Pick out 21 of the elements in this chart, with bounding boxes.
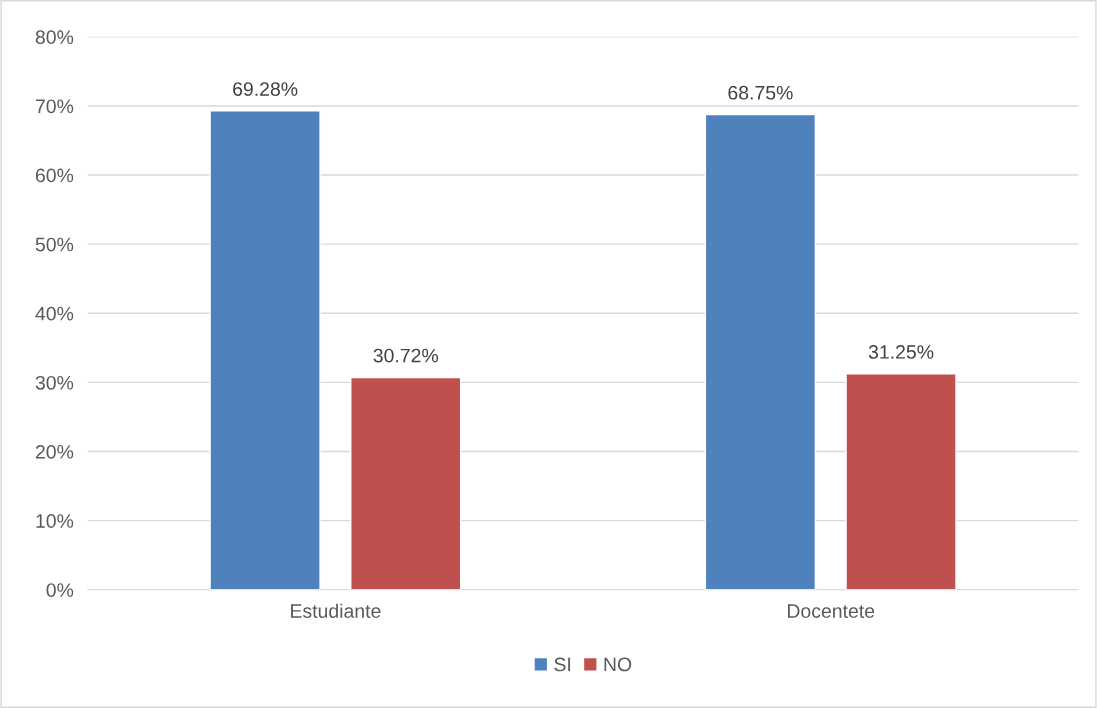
- y-tick-label: 60%: [35, 168, 74, 183]
- legend-label: NO: [604, 657, 632, 672]
- y-tick-label: 50%: [35, 237, 74, 252]
- y-tick-label: 0%: [46, 583, 74, 597]
- bar: [350, 376, 462, 590]
- bar: [845, 373, 957, 590]
- data-label: 31.25%: [868, 345, 934, 359]
- y-tick-label: 70%: [35, 99, 74, 114]
- data-label: 30.72%: [373, 348, 439, 363]
- y-tick-label: 30%: [35, 375, 74, 390]
- legend-label: SI: [554, 657, 571, 672]
- y-tick-label: 80%: [35, 30, 74, 45]
- y-tick-label: 10%: [36, 514, 74, 528]
- x-tick-label: Docentete: [787, 604, 875, 618]
- bar: [209, 110, 321, 590]
- data-label: 68.75%: [728, 85, 793, 100]
- bar: [704, 113, 817, 590]
- y-tick-label: 40%: [35, 306, 74, 321]
- data-label: 69.28%: [233, 82, 298, 96]
- y-tick-label: 20%: [35, 444, 74, 459]
- x-tick-label: Estudiante: [291, 603, 381, 618]
